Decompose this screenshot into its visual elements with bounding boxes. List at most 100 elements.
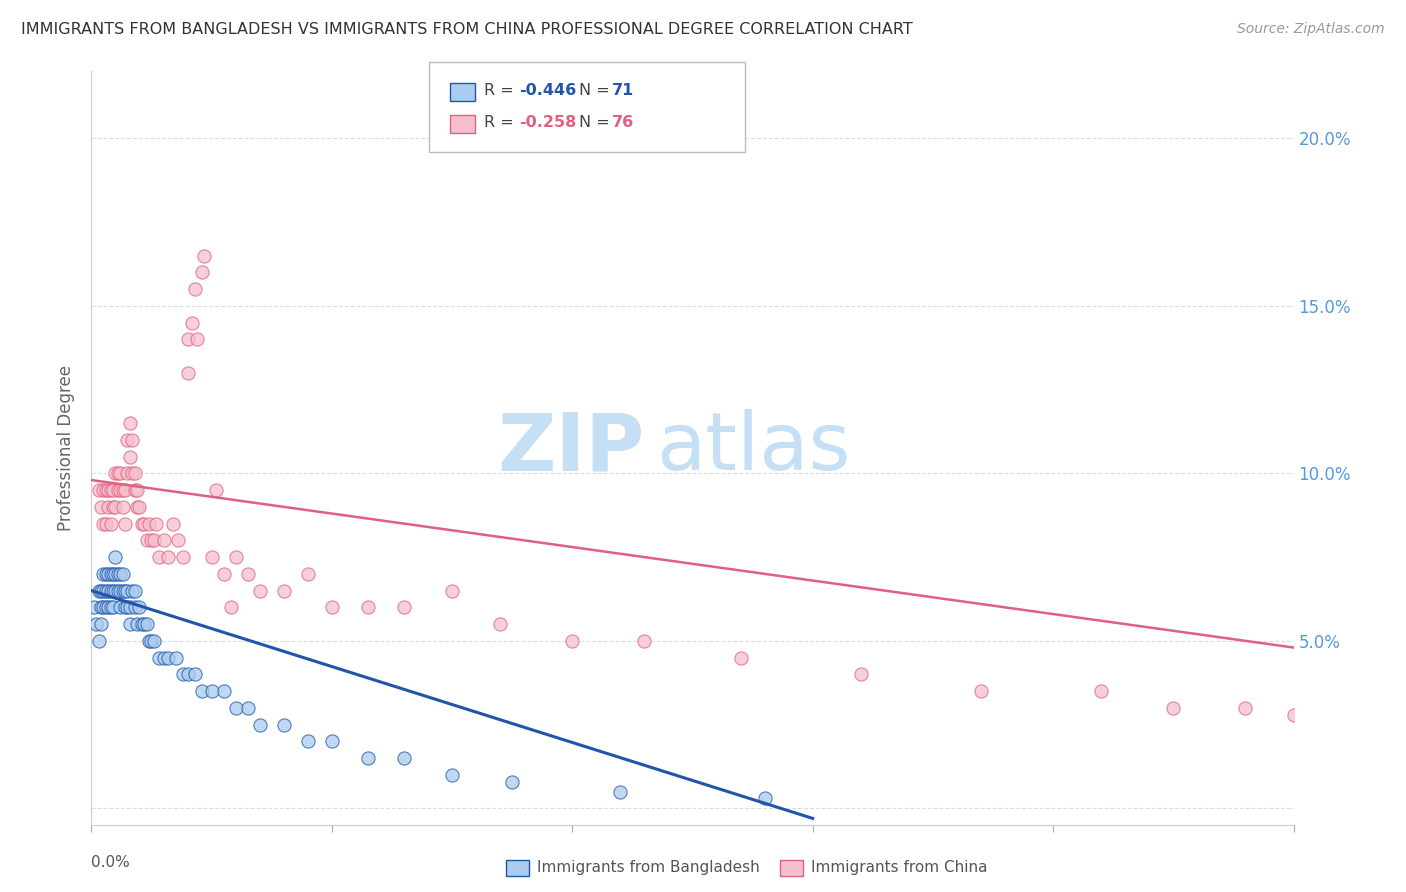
Point <box>1090 684 1112 698</box>
Point <box>134 516 156 531</box>
Point <box>100 566 122 581</box>
Point <box>111 483 134 497</box>
Point <box>93 600 115 615</box>
Point <box>162 516 184 531</box>
Point <box>157 550 180 565</box>
Point <box>124 483 146 497</box>
Point <box>118 416 141 430</box>
Point <box>124 467 146 481</box>
Text: R =: R = <box>484 115 519 129</box>
Point <box>131 516 153 531</box>
Point <box>114 583 136 598</box>
Text: atlas: atlas <box>657 409 851 487</box>
Point <box>392 751 415 765</box>
Point <box>94 566 117 581</box>
Point <box>501 774 523 789</box>
Point <box>440 583 463 598</box>
Point <box>172 667 194 681</box>
Point <box>107 583 129 598</box>
Text: 71: 71 <box>612 83 634 97</box>
Point <box>201 684 224 698</box>
Point <box>110 600 132 615</box>
Point <box>236 566 259 581</box>
Point <box>90 600 112 615</box>
Point <box>124 600 146 615</box>
Point <box>101 483 124 497</box>
Point <box>101 566 124 581</box>
Point <box>90 500 112 514</box>
Point <box>117 433 139 447</box>
Point <box>131 617 153 632</box>
Y-axis label: Professional Degree: Professional Degree <box>58 365 76 532</box>
Text: Immigrants from China: Immigrants from China <box>811 860 988 874</box>
Point <box>249 717 271 731</box>
Point <box>100 583 122 598</box>
Point <box>152 533 174 548</box>
Point <box>118 600 141 615</box>
Text: Immigrants from Bangladesh: Immigrants from Bangladesh <box>537 860 759 874</box>
Point <box>110 467 132 481</box>
Text: N =: N = <box>579 83 616 97</box>
Point <box>134 617 156 632</box>
Point <box>357 600 380 615</box>
Point <box>138 633 160 648</box>
Point <box>101 600 124 615</box>
Point <box>609 784 631 798</box>
Text: 76: 76 <box>612 115 634 129</box>
Point <box>124 583 146 598</box>
Point <box>104 467 127 481</box>
Point <box>145 516 167 531</box>
Point <box>970 684 993 698</box>
Point <box>104 550 127 565</box>
Text: Source: ZipAtlas.com: Source: ZipAtlas.com <box>1237 22 1385 37</box>
Point <box>121 433 143 447</box>
Point <box>142 533 165 548</box>
Text: ZIP: ZIP <box>498 409 644 487</box>
Point <box>100 483 122 497</box>
Point <box>225 701 247 715</box>
Point <box>87 583 110 598</box>
Point <box>111 566 134 581</box>
Point <box>90 583 112 598</box>
Point <box>114 483 136 497</box>
Point <box>93 583 115 598</box>
Point <box>125 617 148 632</box>
Point <box>141 633 163 648</box>
Point <box>97 500 120 514</box>
Point <box>101 500 124 514</box>
Text: -0.446: -0.446 <box>519 83 576 97</box>
Point <box>633 633 655 648</box>
Point <box>152 650 174 665</box>
Point <box>321 600 343 615</box>
Point <box>121 583 143 598</box>
Point <box>297 566 319 581</box>
Point <box>138 516 160 531</box>
Point <box>107 467 129 481</box>
Point <box>117 467 139 481</box>
Point <box>165 650 187 665</box>
Point <box>117 583 139 598</box>
Point <box>489 617 512 632</box>
Point <box>176 332 198 346</box>
Point <box>107 566 129 581</box>
Point <box>111 583 134 598</box>
Point <box>93 516 115 531</box>
Point <box>100 600 122 615</box>
Point <box>97 600 120 615</box>
Point <box>357 751 380 765</box>
Point <box>125 483 148 497</box>
Point <box>219 600 242 615</box>
Text: IMMIGRANTS FROM BANGLADESH VS IMMIGRANTS FROM CHINA PROFESSIONAL DEGREE CORRELAT: IMMIGRANTS FROM BANGLADESH VS IMMIGRANTS… <box>21 22 912 37</box>
Point <box>193 249 215 263</box>
Point <box>135 533 157 548</box>
Point <box>97 566 120 581</box>
Point <box>1282 707 1305 722</box>
Point <box>104 566 127 581</box>
Point <box>1161 701 1184 715</box>
Point <box>754 791 776 805</box>
Point <box>201 550 224 565</box>
Point <box>97 583 120 598</box>
Point <box>236 701 259 715</box>
Point <box>135 617 157 632</box>
Point <box>94 583 117 598</box>
